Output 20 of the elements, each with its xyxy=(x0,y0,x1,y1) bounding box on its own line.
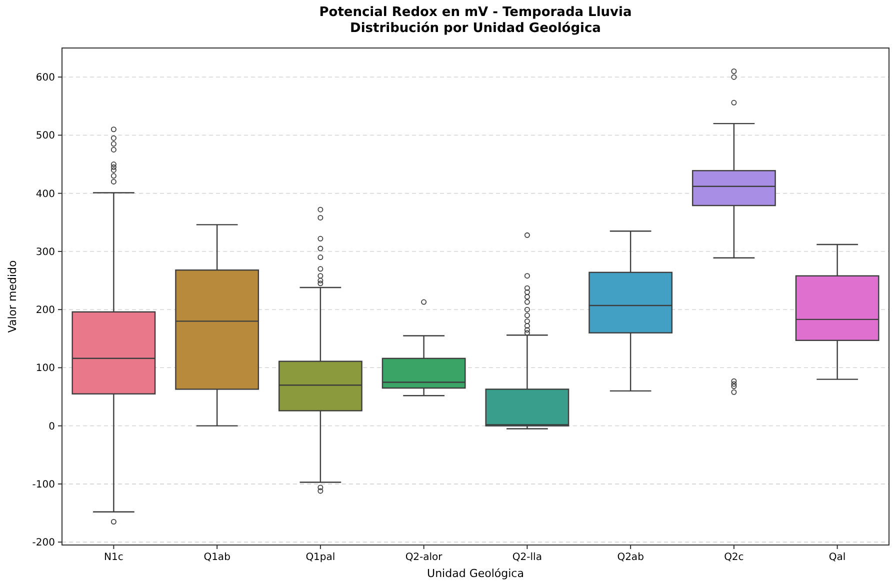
y-tick-label: 400 xyxy=(36,188,55,200)
x-tick-label: Q2-alor xyxy=(405,552,444,563)
x-tick-label: Q2c xyxy=(724,552,744,563)
y-tick-label: 100 xyxy=(36,363,55,374)
y-tick-label: 200 xyxy=(36,305,55,316)
y-tick-label: 600 xyxy=(36,72,55,84)
y-tick-label: -100 xyxy=(32,479,55,490)
chart-title: Potencial Redox en mV - Temporada Lluvia Distribución por Unidad Geológica xyxy=(319,5,632,36)
x-tick-label: Q2ab xyxy=(617,552,644,563)
y-tick-label: 300 xyxy=(36,246,55,258)
x-axis-title: Unidad Geológica xyxy=(427,567,524,580)
x-tick-label: Qal xyxy=(828,552,846,563)
x-tick-label: Q2-lla xyxy=(512,552,542,563)
y-tick-label: 500 xyxy=(36,130,55,142)
y-tick-label: -200 xyxy=(32,538,55,549)
x-tick-label: Q1ab xyxy=(204,552,230,563)
x-tick-label: Q1pal xyxy=(306,552,336,563)
x-tick-label: N1c xyxy=(104,552,124,563)
y-tick-label: 0 xyxy=(48,421,55,432)
y-axis-title: Valor medido xyxy=(6,260,19,333)
